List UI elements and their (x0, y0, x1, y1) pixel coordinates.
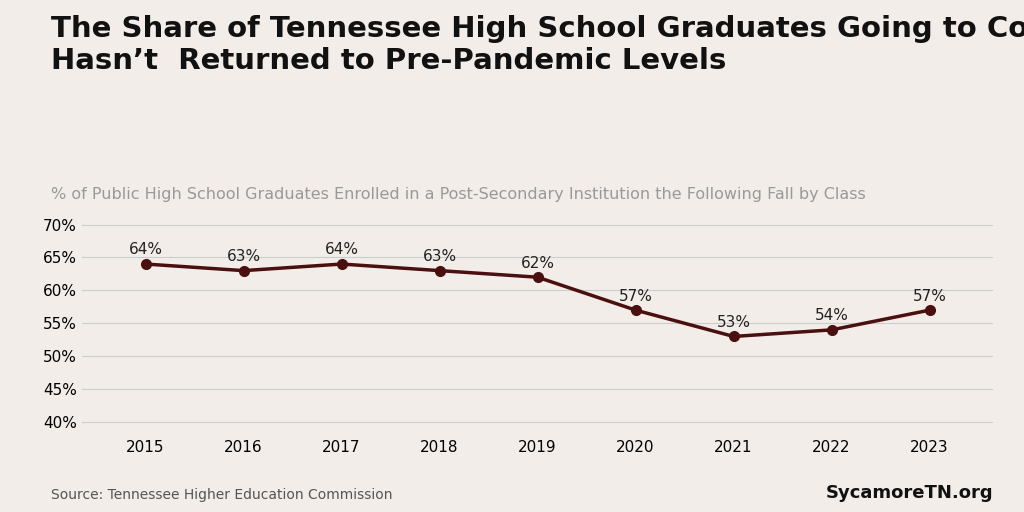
Text: 64%: 64% (325, 243, 358, 258)
Text: % of Public High School Graduates Enrolled in a Post-Secondary Institution the F: % of Public High School Graduates Enroll… (51, 187, 866, 202)
Text: The Share of Tennessee High School Graduates Going to College
Hasn’t  Returned t: The Share of Tennessee High School Gradu… (51, 15, 1024, 75)
Text: 53%: 53% (717, 315, 751, 330)
Text: SycamoreTN.org: SycamoreTN.org (825, 484, 993, 502)
Text: 63%: 63% (423, 249, 457, 264)
Text: 57%: 57% (912, 289, 946, 304)
Text: 54%: 54% (815, 308, 849, 323)
Text: 62%: 62% (520, 255, 555, 271)
Text: Source: Tennessee Higher Education Commission: Source: Tennessee Higher Education Commi… (51, 488, 392, 502)
Text: 63%: 63% (226, 249, 261, 264)
Text: 64%: 64% (129, 243, 163, 258)
Text: 57%: 57% (618, 289, 652, 304)
